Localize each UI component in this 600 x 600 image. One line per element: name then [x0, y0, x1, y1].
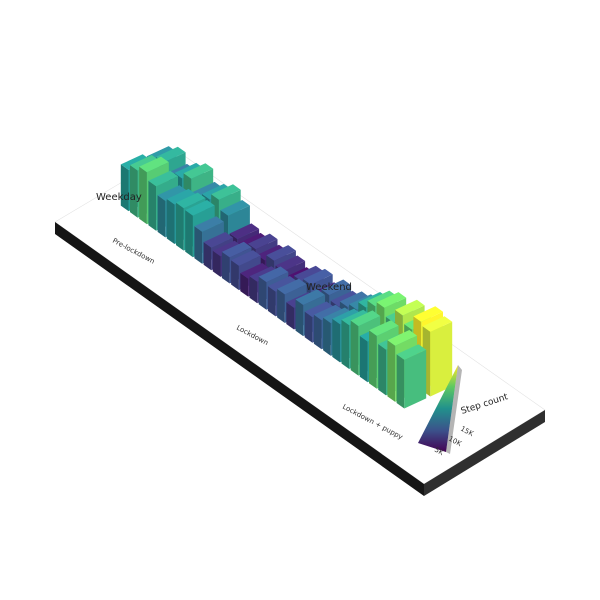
base-right-side: [424, 410, 545, 496]
legend-wedge-side: [446, 365, 462, 454]
legend-tick-5k: 5K: [433, 446, 445, 458]
bar-grid: [120, 146, 453, 409]
bar: [422, 316, 453, 397]
base-front-side: [55, 222, 424, 496]
legend-color-wedge: [418, 365, 458, 452]
row-label-weekday: Weekday: [96, 192, 142, 203]
row-label-weekend: Weekend: [306, 282, 352, 293]
bar: [396, 344, 427, 409]
